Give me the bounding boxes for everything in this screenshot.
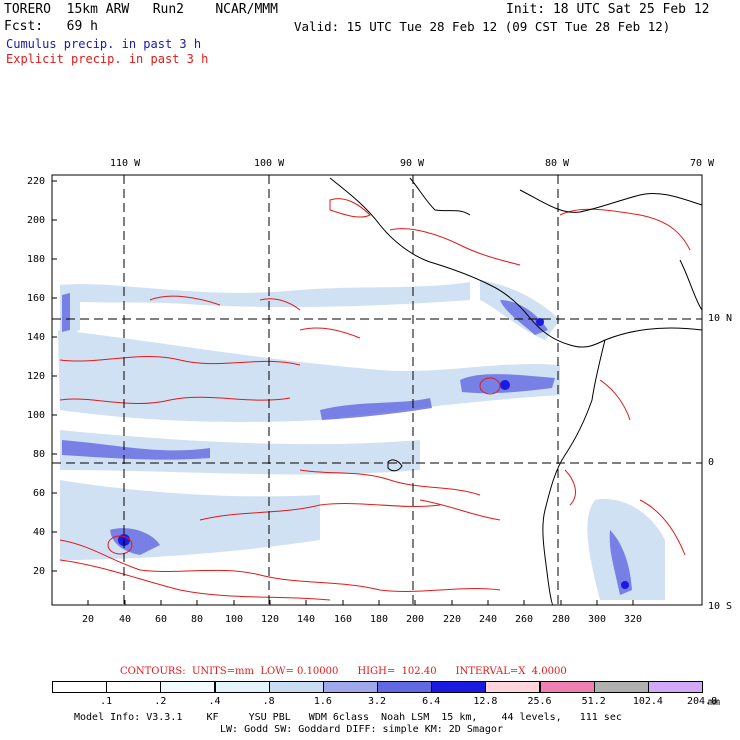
model-info: Model Info: V3.3.1 KF YSU PBL WDM 6class…	[74, 712, 622, 723]
x-tick-label: 320	[624, 614, 643, 625]
cumulus-intense-field	[118, 318, 629, 589]
legend-swatch	[268, 681, 324, 693]
y-tick-label: 200	[27, 215, 46, 226]
y-tick-label: 220	[27, 176, 46, 187]
y-tick-label: 140	[27, 332, 46, 343]
lon-label-100w: 100 W	[254, 158, 285, 169]
init-time: Init: 18 UTC Sat 25 Feb 12	[506, 2, 710, 17]
model-physics: LW: Godd SW: Goddard DIFF: simple KM: 2D…	[220, 724, 503, 735]
y-tick-label: 80	[33, 449, 46, 460]
x-tick-label: 200	[406, 614, 425, 625]
legend-label: 204.8	[687, 696, 718, 707]
explicit-precip-contours	[59, 198, 691, 601]
y-tick-label: 40	[33, 527, 46, 538]
valid-time: Valid: 15 UTC Tue 28 Feb 12 (09 CST Tue …	[294, 19, 671, 34]
legend-swatch	[485, 681, 541, 693]
legend-label: 12.8	[473, 696, 498, 707]
x-tick-label: 80	[191, 614, 204, 625]
x-tick-label: 100	[225, 614, 244, 625]
legend-labels: .1 .2 .4 .8 1.6 3.2 6.4 12.8 25.6 51.2 102.4 204.8	[52, 694, 740, 707]
y-tick-label: 120	[27, 371, 46, 382]
legend-label: 1.6	[313, 696, 332, 707]
forecast-hour: Fcst: 69 h	[4, 19, 98, 34]
explicit-label: Explicit precip. in past 3 h	[6, 52, 209, 66]
lat-label-10n: 10 N	[708, 313, 733, 324]
x-tick-label: 180	[370, 614, 389, 625]
lon-label-90w: 90 W	[400, 158, 425, 169]
y-tick-label: 180	[27, 254, 46, 265]
cumulus-label: Cumulus precip. in past 3 h	[6, 37, 202, 51]
legend-label: .8	[262, 696, 275, 707]
legend-label: 102.4	[632, 696, 663, 707]
legend-label: 3.2	[368, 696, 387, 707]
legend-swatch	[52, 681, 108, 693]
legend-swatch	[106, 681, 162, 693]
legend-swatch	[593, 681, 649, 693]
x-ticks	[87, 600, 634, 605]
lat-label-10s: 10 S	[708, 601, 733, 612]
x-tick-label: 300	[588, 614, 607, 625]
legend-unit: mm	[708, 697, 721, 708]
y-tick-label: 60	[33, 488, 46, 499]
lon-label-80w: 80 W	[545, 158, 570, 169]
x-tick-label: 20	[82, 614, 95, 625]
x-tick-label: 140	[297, 614, 316, 625]
lon-label-70w: 70 W	[690, 158, 715, 169]
legend-swatch	[160, 681, 216, 693]
x-tick-label: 220	[443, 614, 462, 625]
legend-swatch	[539, 681, 595, 693]
legend-label: 51.2	[581, 696, 606, 707]
legend-swatch	[214, 681, 270, 693]
x-tick-label: 280	[552, 614, 571, 625]
x-tick-label: 60	[155, 614, 168, 625]
legend-label: .4	[208, 696, 221, 707]
lat-lon-grid	[52, 175, 702, 605]
map-frame	[51, 174, 703, 606]
lat-label-0: 0	[708, 457, 715, 468]
legend-swatch	[377, 681, 433, 693]
legend-label: .1	[100, 696, 113, 707]
color-legend	[52, 681, 703, 693]
legend-swatch	[322, 681, 378, 693]
legend-label: 6.4	[422, 696, 441, 707]
x-tick-label: 120	[261, 614, 280, 625]
legend-label: 25.6	[527, 696, 552, 707]
coastline	[329, 177, 702, 605]
x-tick-label: 260	[515, 614, 534, 625]
model-title: TORERO 15km ARW Run2 NCAR/MMM	[4, 2, 278, 17]
legend-swatch	[647, 681, 703, 693]
contours-caption: CONTOURS: UNITS=mm LOW= 0.10000 HIGH= 10…	[120, 666, 567, 677]
x-tick-label: 40	[119, 614, 132, 625]
x-tick-label: 240	[479, 614, 498, 625]
lon-label-110w: 110 W	[110, 158, 141, 169]
legend-swatch	[431, 681, 487, 693]
y-tick-label: 20	[33, 566, 46, 577]
y-tick-label: 160	[27, 293, 46, 304]
y-tick-label: 100	[27, 410, 46, 421]
x-tick-label: 160	[334, 614, 353, 625]
y-ticks	[52, 180, 57, 572]
legend-label: .2	[154, 696, 167, 707]
